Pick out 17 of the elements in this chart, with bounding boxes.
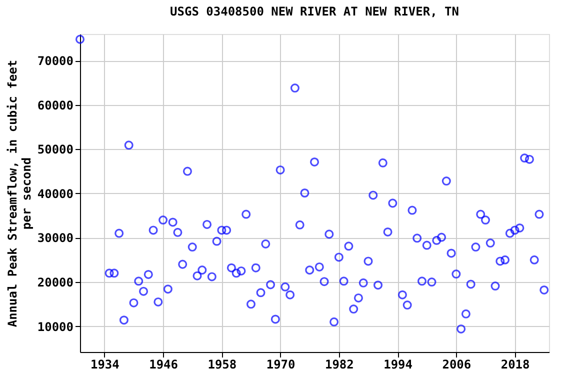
x-tick-label: 1982 — [324, 358, 354, 372]
y-axis-title: Annual Peak Streamflow, in cubic feet per second — [5, 60, 34, 328]
y-tick-label: 40000 — [37, 186, 74, 201]
y-tick-label: 70000 — [37, 54, 74, 68]
x-tick-label: 1934 — [90, 358, 120, 372]
y-tick-label: 50000 — [37, 142, 74, 157]
y-tick-label: 20000 — [37, 276, 74, 290]
x-tick-label: 1946 — [149, 358, 178, 372]
y-tick-label: 30000 — [37, 231, 74, 246]
x-tick-label: 1958 — [208, 358, 237, 372]
chart-title: USGS 03408500 NEW RIVER AT NEW RIVER, TN — [170, 4, 459, 18]
x-tick-label: 2006 — [442, 358, 472, 372]
x-tick-label: 1994 — [384, 358, 413, 372]
x-tick-label: 2018 — [500, 358, 530, 372]
x-tick-label: 1970 — [266, 358, 296, 372]
y-tick-label: 10000 — [37, 320, 74, 334]
y-tick-label: 60000 — [37, 98, 74, 112]
